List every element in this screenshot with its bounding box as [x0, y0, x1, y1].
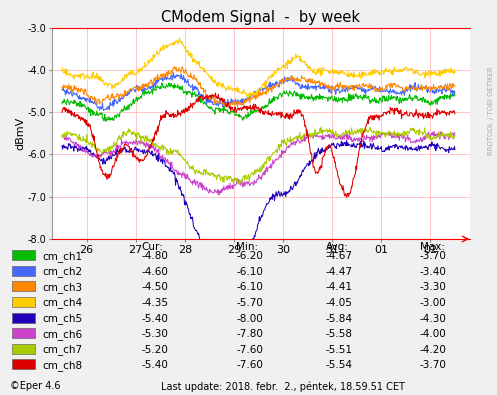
Text: cm_ch6: cm_ch6	[42, 329, 83, 340]
Text: Avg:: Avg:	[326, 242, 348, 252]
Text: Max:: Max:	[420, 242, 445, 252]
Text: -4.00: -4.00	[420, 329, 447, 339]
Text: Cur:: Cur:	[142, 242, 164, 252]
Text: cm_ch1: cm_ch1	[42, 251, 83, 261]
Bar	[12, 297, 35, 307]
Text: -4.60: -4.60	[142, 267, 168, 277]
Text: cm_ch4: cm_ch4	[42, 297, 83, 308]
Text: ©Eper 4.6: ©Eper 4.6	[10, 382, 61, 391]
Text: -3.00: -3.00	[420, 298, 447, 308]
Text: -6.10: -6.10	[236, 267, 263, 277]
Text: -4.05: -4.05	[326, 298, 352, 308]
Text: -5.30: -5.30	[142, 329, 168, 339]
Text: -3.30: -3.30	[420, 282, 447, 292]
Text: cm_ch8: cm_ch8	[42, 360, 83, 371]
Bar	[12, 312, 35, 323]
Text: -7.80: -7.80	[236, 329, 263, 339]
Text: -4.50: -4.50	[142, 282, 168, 292]
Text: -8.00: -8.00	[236, 314, 263, 324]
Text: cm_ch2: cm_ch2	[42, 266, 83, 277]
Text: -5.20: -5.20	[142, 345, 168, 355]
Text: -4.80: -4.80	[142, 251, 168, 261]
Text: RRDTOOL / TOBI OETIKER: RRDTOOL / TOBI OETIKER	[488, 66, 494, 155]
Bar	[12, 359, 35, 369]
Text: cm_ch5: cm_ch5	[42, 313, 83, 324]
Bar	[12, 344, 35, 354]
Text: -5.51: -5.51	[326, 345, 352, 355]
Text: -3.70: -3.70	[420, 251, 447, 261]
Text: cm_ch7: cm_ch7	[42, 344, 83, 355]
Text: -5.70: -5.70	[236, 298, 263, 308]
Text: cm_ch3: cm_ch3	[42, 282, 83, 293]
Text: -5.40: -5.40	[142, 314, 168, 324]
Text: -4.47: -4.47	[326, 267, 352, 277]
Text: -3.70: -3.70	[420, 360, 447, 371]
Text: -4.41: -4.41	[326, 282, 352, 292]
Text: -5.40: -5.40	[142, 360, 168, 371]
Text: Last update: 2018. febr.  2., péntek, 18.59.51 CET: Last update: 2018. febr. 2., péntek, 18.…	[162, 381, 405, 392]
Y-axis label: dBmV: dBmV	[15, 117, 25, 150]
Bar	[12, 266, 35, 276]
Bar	[12, 328, 35, 338]
Text: -5.54: -5.54	[326, 360, 352, 371]
Text: -5.84: -5.84	[326, 314, 352, 324]
Bar	[12, 250, 35, 260]
Text: -4.67: -4.67	[326, 251, 352, 261]
Text: -5.58: -5.58	[326, 329, 352, 339]
Text: -6.20: -6.20	[236, 251, 263, 261]
Text: -6.10: -6.10	[236, 282, 263, 292]
Text: -4.30: -4.30	[420, 314, 447, 324]
Text: -3.40: -3.40	[420, 267, 447, 277]
Text: -4.35: -4.35	[142, 298, 168, 308]
Text: -7.60: -7.60	[236, 360, 263, 371]
Title: CModem Signal  -  by week: CModem Signal - by week	[162, 10, 360, 25]
Text: -7.60: -7.60	[236, 345, 263, 355]
Text: -4.20: -4.20	[420, 345, 447, 355]
Text: Min:: Min:	[236, 242, 258, 252]
Bar	[12, 281, 35, 292]
